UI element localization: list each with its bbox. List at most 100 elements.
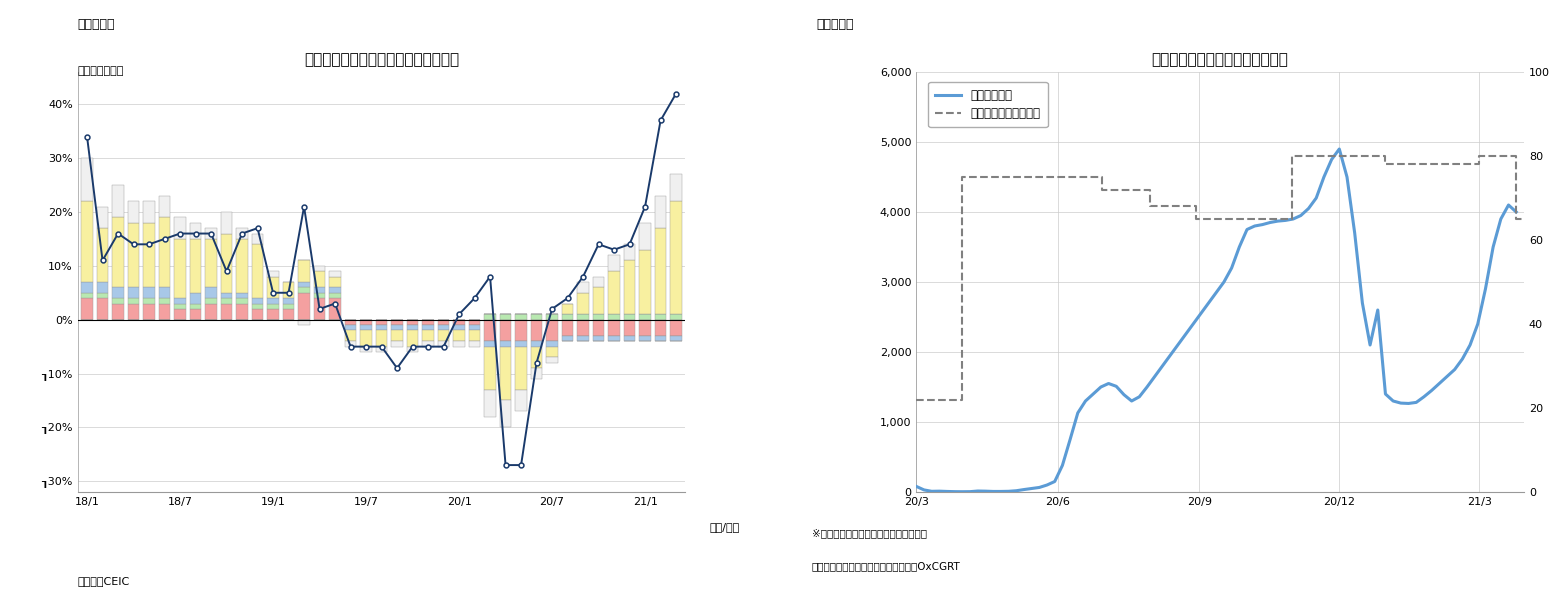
- Bar: [515, 347, 527, 389]
- Bar: [639, 314, 652, 320]
- Bar: [252, 309, 263, 320]
- Bar: [453, 320, 465, 325]
- Bar: [639, 320, 652, 336]
- Bar: [392, 341, 403, 347]
- Bar: [670, 336, 683, 341]
- Bar: [159, 196, 171, 217]
- Bar: [345, 325, 356, 331]
- Bar: [624, 336, 636, 341]
- Bar: [439, 331, 449, 341]
- Bar: [299, 293, 309, 320]
- Bar: [221, 298, 232, 304]
- Bar: [159, 298, 171, 304]
- Bar: [314, 293, 325, 298]
- Bar: [561, 320, 574, 336]
- Bar: [143, 304, 156, 320]
- Bar: [499, 320, 512, 341]
- Bar: [392, 320, 403, 325]
- Bar: [624, 320, 636, 336]
- Bar: [174, 304, 187, 309]
- Bar: [314, 287, 325, 293]
- Bar: [299, 320, 309, 325]
- Bar: [96, 228, 109, 282]
- Bar: [592, 287, 605, 314]
- Bar: [546, 341, 558, 347]
- Bar: [423, 331, 434, 341]
- Bar: [205, 298, 216, 304]
- Text: （前年同月比）: （前年同月比）: [78, 66, 124, 76]
- Bar: [128, 298, 140, 304]
- Text: （図表３）: （図表３）: [78, 18, 115, 31]
- Legend: 新規感染者数, 厳格度指数（右目盛）: 新規感染者数, 厳格度指数（右目盛）: [928, 82, 1048, 127]
- Bar: [96, 298, 109, 320]
- Bar: [81, 298, 93, 320]
- Bar: [236, 298, 247, 304]
- Bar: [423, 341, 434, 347]
- Bar: [530, 368, 543, 379]
- Bar: [252, 298, 263, 304]
- Bar: [546, 320, 558, 341]
- Bar: [330, 277, 341, 287]
- Bar: [81, 282, 93, 293]
- Bar: [376, 320, 387, 325]
- Bar: [484, 314, 496, 320]
- Bar: [515, 389, 527, 411]
- Bar: [577, 314, 589, 320]
- Bar: [205, 239, 216, 287]
- Bar: [112, 287, 124, 298]
- Bar: [330, 287, 341, 293]
- Bar: [190, 239, 201, 293]
- Bar: [468, 325, 480, 331]
- Title: マレーシアの新規感染者数の推移: マレーシアの新規感染者数の推移: [1152, 52, 1289, 67]
- Bar: [608, 314, 620, 320]
- Bar: [112, 298, 124, 304]
- Bar: [468, 331, 480, 341]
- Bar: [96, 206, 109, 228]
- Bar: [361, 320, 372, 325]
- Bar: [515, 341, 527, 347]
- Bar: [423, 320, 434, 325]
- Bar: [299, 287, 309, 293]
- Bar: [499, 347, 512, 400]
- Text: （図表４）: （図表４）: [816, 18, 854, 31]
- Bar: [190, 293, 201, 304]
- Bar: [236, 293, 247, 298]
- Bar: [608, 255, 620, 271]
- Bar: [221, 304, 232, 320]
- Title: マレーシア　輸出の伸び率（品目別）: マレーシア 輸出の伸び率（品目別）: [303, 52, 459, 67]
- Bar: [252, 304, 263, 309]
- Bar: [655, 228, 667, 314]
- Bar: [423, 325, 434, 331]
- Bar: [128, 304, 140, 320]
- Bar: [484, 320, 496, 341]
- Bar: [345, 331, 356, 341]
- Bar: [221, 233, 232, 293]
- Bar: [407, 325, 418, 331]
- Bar: [236, 304, 247, 320]
- Bar: [128, 223, 140, 287]
- Bar: [655, 196, 667, 228]
- Bar: [499, 400, 512, 427]
- Bar: [221, 212, 232, 233]
- Bar: [81, 158, 93, 201]
- Bar: [283, 298, 294, 304]
- Bar: [439, 325, 449, 331]
- Bar: [561, 336, 574, 341]
- Bar: [515, 320, 527, 341]
- Bar: [205, 228, 216, 239]
- Bar: [639, 250, 652, 314]
- Bar: [81, 293, 93, 298]
- Bar: [314, 271, 325, 287]
- Bar: [530, 347, 543, 368]
- Bar: [655, 336, 667, 341]
- Bar: [670, 320, 683, 336]
- Bar: [577, 320, 589, 336]
- Bar: [112, 185, 124, 217]
- Bar: [577, 336, 589, 341]
- Bar: [592, 320, 605, 336]
- Bar: [592, 277, 605, 287]
- Bar: [314, 298, 325, 320]
- Bar: [283, 309, 294, 320]
- Bar: [468, 341, 480, 347]
- Bar: [159, 287, 171, 298]
